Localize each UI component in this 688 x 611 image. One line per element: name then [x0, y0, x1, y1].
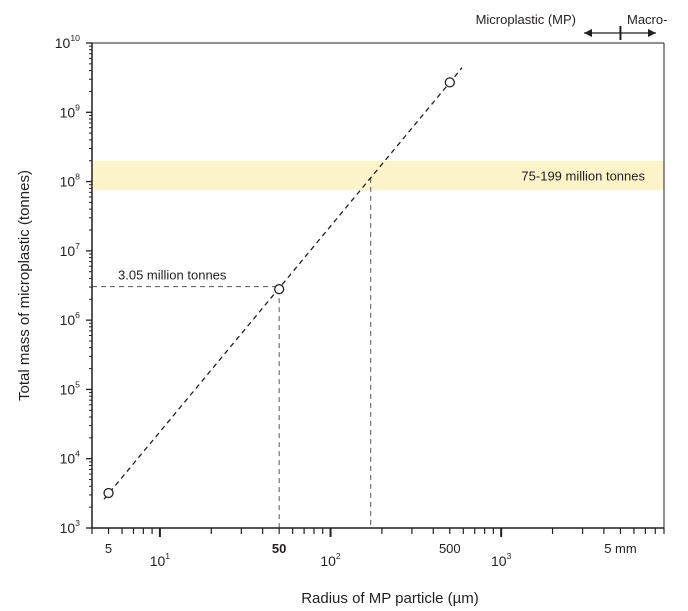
x-axis-title: Radius of MP particle (µm)	[301, 590, 479, 607]
x-tick-label: 500	[439, 541, 461, 556]
data-point-3	[444, 77, 455, 88]
y-tick-label: 103	[60, 518, 81, 536]
x-tick-label: 5 mm	[604, 541, 637, 556]
y-axis-title: Total mass of microplastic (tonnes)	[16, 170, 33, 401]
x-tick-label: 5	[105, 541, 112, 556]
range-label-macro: Macro-	[627, 12, 667, 27]
x-tick-label: 103	[491, 551, 512, 569]
range-label-microplastic: Microplastic (MP)	[476, 12, 576, 27]
range-arrow-left-head	[584, 29, 592, 37]
x-tick-label: 102	[320, 551, 341, 569]
y-tick-label: 104	[60, 449, 81, 467]
series-fit-line	[103, 67, 463, 500]
y-tick-label: 109	[60, 102, 81, 120]
data-point-1	[103, 487, 114, 499]
data-point-2	[274, 284, 285, 295]
x-tick-label: 50	[272, 541, 286, 556]
y-tick-label: 1010	[55, 33, 80, 51]
x-tick-label: 101	[150, 551, 171, 569]
band-label: 75-199 million tonnes	[521, 169, 645, 184]
band-75-199-million	[93, 160, 664, 191]
y-tick-label: 108	[60, 172, 81, 190]
ref-line-label: 3.05 million tonnes	[118, 268, 227, 283]
y-tick-label: 105	[60, 379, 81, 397]
range-arrow-right-head	[648, 29, 656, 37]
y-tick-label: 106	[60, 310, 81, 328]
y-tick-label: 107	[60, 241, 81, 259]
